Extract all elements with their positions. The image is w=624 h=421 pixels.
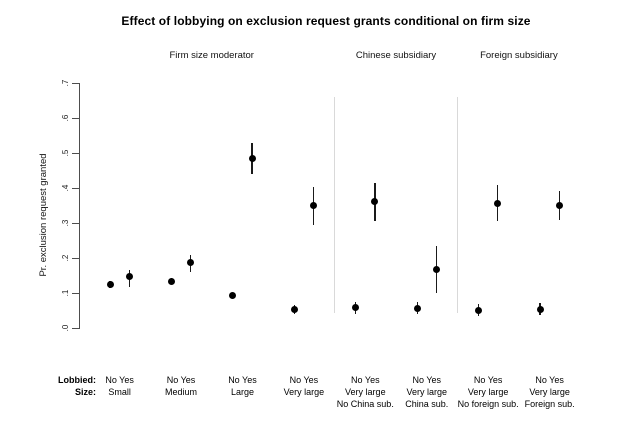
group-lobbied-ticks: No Yes [351,375,380,385]
point-yes [248,155,256,163]
point-no [106,281,114,289]
y-tick [72,117,79,119]
point-no [536,305,544,313]
group-size-label: Large [230,387,254,397]
point-yes [432,266,440,274]
group-sub-label: No foreign sub. [457,399,519,409]
y-tick [72,222,79,224]
y-tick [72,292,79,294]
point-no [229,292,237,300]
y-tick-label: .2 [61,254,70,262]
group-sub-label: No China sub. [336,399,394,409]
section-separator [333,97,336,313]
group-lobbied-ticks: No Yes [289,375,319,385]
section-header: Foreign subsidiary [480,50,558,61]
y-tick-label: .5 [61,149,70,157]
point-yes [309,201,317,209]
point-no [167,277,175,285]
section-header: Chinese subsidiary [355,50,437,61]
section-separator [456,97,459,313]
y-tick [72,257,79,259]
group-size-label: Very large [529,387,570,397]
point-yes [371,198,379,206]
group-lobbied-ticks: No Yes [535,375,564,385]
group-lobbied-ticks: No Yes [473,375,503,385]
point-no [413,304,421,312]
group-sub-label: Foreign sub. [524,399,575,409]
y-tick [72,82,79,84]
y-axis-line [78,83,80,329]
point-no [475,306,483,314]
y-tick [72,187,79,189]
y-tick-label: .3 [61,219,70,227]
section-header: Firm size moderator [169,50,254,61]
point-yes [555,202,563,210]
point-yes [494,199,502,207]
size-row-label: Size: [74,387,96,397]
y-tick [72,152,79,154]
point-yes [125,273,133,280]
group-size-label: Very large [467,387,509,397]
chart-title: Effect of lobbying on exclusion request … [121,14,531,28]
group-lobbied-ticks: No Yes [228,375,257,385]
group-size-label: Small [108,387,131,397]
lobbied-row-label: Lobbied: [58,375,96,385]
group-lobbied-ticks: No Yes [412,375,442,385]
group-lobbied-ticks: No Yes [166,375,196,385]
group-size-label: Medium [165,387,198,397]
group-lobbied-ticks: No Yes [105,375,134,385]
point-no [352,304,360,312]
y-tick-label: .4 [61,184,70,192]
group-sub-label: China sub. [405,399,449,409]
y-tick [72,327,79,329]
group-size-label: Very large [345,387,386,397]
group-size-label: Very large [406,387,448,397]
point-no [290,305,298,313]
y-tick-label: .1 [61,289,70,297]
point-yes [187,259,195,266]
group-size-label: Very large [283,387,325,397]
y-tick-label: .7 [61,79,70,87]
y-tick-label: .0 [61,324,70,332]
y-tick-label: .6 [61,114,70,122]
